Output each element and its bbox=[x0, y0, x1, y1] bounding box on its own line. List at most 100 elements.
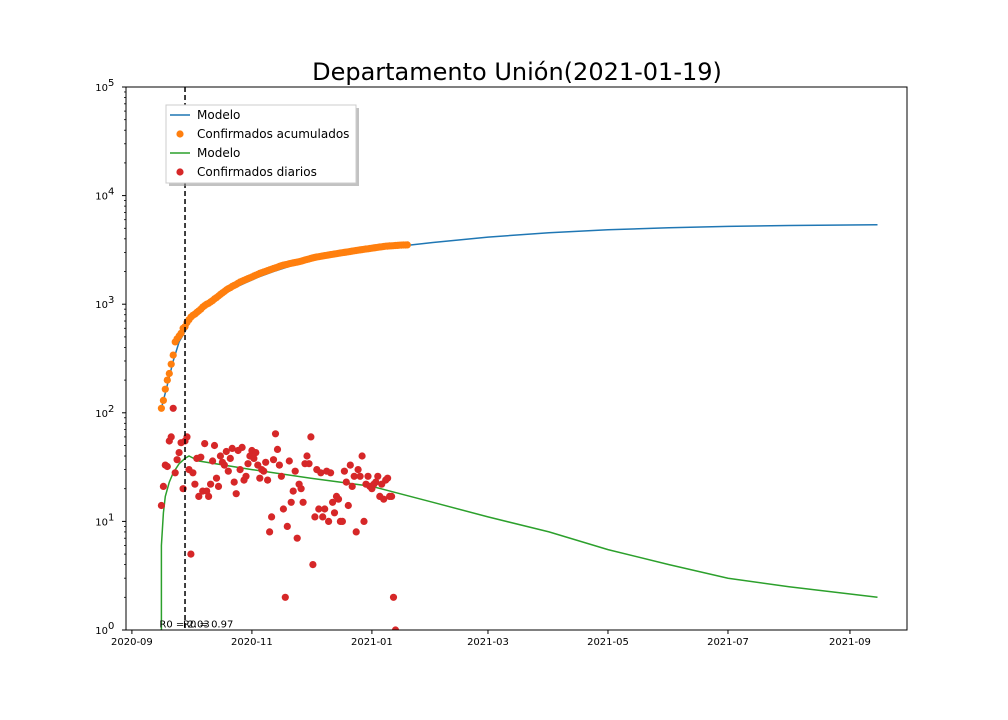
data-point bbox=[319, 513, 327, 521]
data-point bbox=[389, 593, 398, 601]
legend-label: Confirmados acumulados bbox=[197, 127, 349, 141]
data-point bbox=[189, 469, 197, 477]
data-point bbox=[344, 501, 352, 510]
data-point bbox=[167, 433, 175, 441]
data-point bbox=[228, 444, 236, 452]
data-point bbox=[352, 528, 360, 536]
data-point bbox=[360, 517, 368, 526]
data-point bbox=[321, 505, 329, 513]
data-point bbox=[334, 495, 343, 503]
legend-label: Modelo bbox=[197, 108, 240, 122]
series-points-3 bbox=[157, 404, 400, 630]
data-point bbox=[269, 456, 278, 464]
data-point bbox=[350, 472, 358, 480]
data-point bbox=[388, 492, 396, 500]
data-point bbox=[197, 453, 205, 461]
data-point bbox=[163, 376, 171, 384]
data-point bbox=[358, 452, 366, 460]
data-point bbox=[305, 460, 313, 468]
data-point bbox=[157, 501, 165, 510]
data-point bbox=[277, 472, 285, 480]
data-point bbox=[315, 505, 323, 513]
data-point bbox=[264, 476, 272, 484]
data-point bbox=[285, 457, 293, 465]
series-points-1 bbox=[157, 241, 411, 412]
y-tick-label: 10 bbox=[95, 409, 108, 420]
y-tick-exponent: 0 bbox=[108, 621, 114, 632]
x-tick-label: 2021-07 bbox=[707, 637, 749, 648]
data-point bbox=[161, 385, 169, 393]
y-tick-exponent: 2 bbox=[108, 404, 114, 415]
data-point bbox=[342, 478, 350, 486]
y-tick-label: 10 bbox=[95, 626, 108, 637]
series-line-2 bbox=[160, 455, 878, 630]
data-point bbox=[275, 461, 283, 469]
data-point bbox=[242, 472, 250, 480]
data-point bbox=[287, 498, 295, 506]
data-point bbox=[364, 472, 372, 480]
chart-title: Departamento Unión(2021-01-19) bbox=[312, 58, 722, 86]
data-point bbox=[338, 517, 346, 526]
y-tick-exponent: 5 bbox=[108, 78, 114, 89]
data-point bbox=[309, 561, 317, 569]
annotation-label: R0 = 0.97 bbox=[183, 619, 233, 630]
data-point bbox=[169, 351, 177, 359]
data-point bbox=[238, 443, 246, 451]
data-point bbox=[226, 454, 234, 462]
data-point bbox=[380, 495, 388, 503]
annotation-label: R0 = 2.03 bbox=[159, 619, 209, 630]
data-point bbox=[271, 430, 280, 438]
data-point bbox=[191, 480, 199, 488]
data-point bbox=[283, 522, 291, 531]
data-point bbox=[173, 456, 181, 464]
data-point bbox=[391, 626, 400, 630]
data-point bbox=[293, 534, 301, 542]
y-tick-exponent: 3 bbox=[108, 295, 114, 306]
data-point bbox=[210, 441, 219, 450]
data-point bbox=[346, 461, 354, 469]
data-point bbox=[212, 474, 221, 482]
data-point bbox=[256, 474, 264, 482]
legend: Modelo Confirmados acumulados Modelo Confir… bbox=[165, 104, 359, 186]
plot-frame bbox=[125, 86, 908, 631]
data-point bbox=[299, 498, 307, 506]
data-point bbox=[281, 593, 289, 601]
data-point bbox=[311, 513, 319, 521]
data-point bbox=[348, 482, 356, 490]
data-point bbox=[260, 467, 268, 475]
data-point bbox=[201, 440, 209, 448]
data-point bbox=[244, 460, 252, 468]
data-point bbox=[403, 241, 411, 249]
data-point bbox=[167, 360, 175, 368]
data-point bbox=[171, 469, 179, 477]
y-tick-label: 10 bbox=[95, 300, 108, 311]
data-point bbox=[327, 469, 335, 477]
legend-dot-marker bbox=[176, 130, 184, 138]
data-point bbox=[289, 487, 297, 495]
data-point bbox=[163, 462, 171, 471]
data-point bbox=[250, 454, 258, 462]
data-point bbox=[340, 467, 348, 475]
x-axis: 2020-09 2020-11 2021-01 2021-03 2021-05 2021-… bbox=[111, 630, 871, 648]
x-tick-label: 2021-03 bbox=[467, 637, 509, 648]
data-point bbox=[232, 490, 240, 498]
x-tick-label: 2021-05 bbox=[587, 637, 629, 648]
y-tick-exponent: 1 bbox=[108, 512, 114, 523]
legend-dot-marker bbox=[176, 168, 184, 176]
y-tick-label: 10 bbox=[95, 192, 108, 203]
x-tick-label: 2021-09 bbox=[829, 637, 871, 648]
y-tick-label: 10 bbox=[95, 517, 108, 528]
data-point bbox=[262, 458, 270, 466]
legend-box bbox=[165, 104, 357, 184]
data-point bbox=[291, 467, 299, 475]
data-point bbox=[236, 466, 244, 474]
data-point bbox=[230, 478, 238, 486]
x-tick-label: 2020-11 bbox=[231, 637, 273, 648]
legend-label: Confirmados diarios bbox=[197, 165, 317, 179]
data-point bbox=[214, 482, 223, 490]
data-point bbox=[329, 498, 337, 506]
